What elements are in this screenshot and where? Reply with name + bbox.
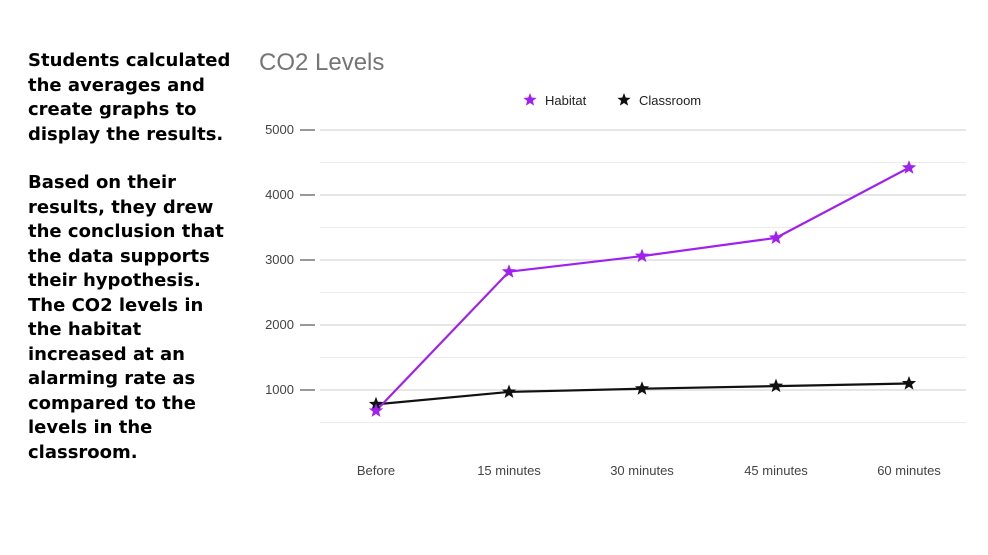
legend-marker-classroom bbox=[617, 93, 631, 106]
data-point-classroom bbox=[634, 381, 650, 395]
y-tick-label: 1000 bbox=[265, 382, 294, 397]
x-tick-label: 60 minutes bbox=[877, 463, 941, 478]
legend-label-habitat: Habitat bbox=[545, 93, 587, 108]
data-point-classroom bbox=[501, 384, 517, 399]
data-point-classroom bbox=[768, 378, 784, 393]
y-tick-label: 3000 bbox=[265, 252, 294, 267]
x-tick-label: 30 minutes bbox=[610, 463, 674, 478]
legend-label-classroom: Classroom bbox=[639, 93, 701, 108]
explanation-paragraph-1: Students calculated the averages and cre… bbox=[28, 50, 231, 145]
legend-marker-habitat bbox=[523, 93, 537, 106]
x-tick-label: 45 minutes bbox=[744, 463, 808, 478]
chart-title: CO2 Levels bbox=[259, 49, 385, 76]
data-point-habitat bbox=[501, 264, 517, 278]
data-point-habitat bbox=[634, 248, 650, 263]
data-point-classroom bbox=[901, 376, 917, 390]
y-tick-label: 4000 bbox=[265, 187, 294, 202]
data-point-habitat bbox=[901, 160, 917, 174]
x-tick-label: Before bbox=[357, 463, 395, 478]
x-tick-label: 15 minutes bbox=[477, 463, 541, 478]
y-tick-label: 5000 bbox=[265, 122, 294, 137]
data-point-habitat bbox=[368, 403, 384, 417]
explanation-paragraph-2: Based on their results, they drew the co… bbox=[28, 172, 224, 463]
explanation-text: Students calculated the averages and cre… bbox=[28, 49, 243, 465]
series-line-habitat bbox=[375, 166, 910, 412]
y-tick-label: 2000 bbox=[265, 317, 294, 332]
data-point-habitat bbox=[768, 230, 784, 244]
